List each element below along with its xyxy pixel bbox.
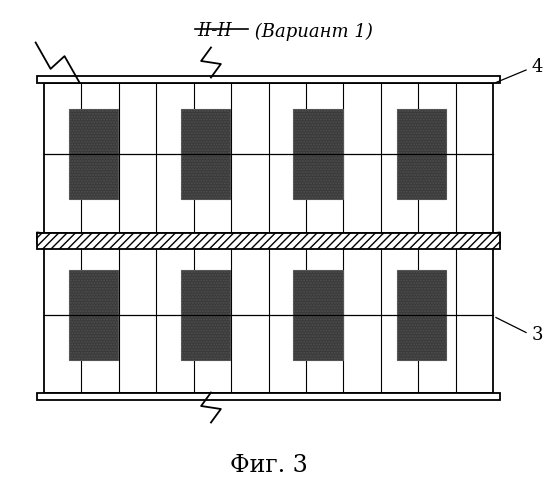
Bar: [37, 392, 500, 400]
Bar: [293, 110, 342, 200]
Bar: [181, 110, 230, 200]
Bar: [397, 110, 446, 200]
Bar: [181, 110, 230, 200]
Bar: [181, 270, 230, 360]
Bar: [44, 82, 493, 233]
Bar: [37, 76, 500, 82]
Bar: [397, 270, 446, 360]
Bar: [68, 110, 118, 200]
Bar: [397, 270, 446, 360]
Bar: [68, 110, 118, 200]
Text: 3: 3: [532, 326, 543, 344]
Bar: [181, 270, 230, 360]
Bar: [68, 270, 118, 360]
Text: Фиг. 3: Фиг. 3: [230, 454, 307, 476]
Bar: [37, 232, 500, 236]
Bar: [293, 270, 342, 360]
Bar: [44, 242, 493, 392]
Bar: [293, 110, 342, 200]
Bar: [37, 238, 500, 242]
Bar: [397, 110, 446, 200]
Bar: [293, 270, 342, 360]
Text: 4: 4: [532, 58, 543, 76]
Text: II-II: II-II: [197, 22, 232, 40]
Text: (Вариант 1): (Вариант 1): [249, 22, 373, 41]
Bar: [68, 270, 118, 360]
Bar: [37, 232, 500, 248]
